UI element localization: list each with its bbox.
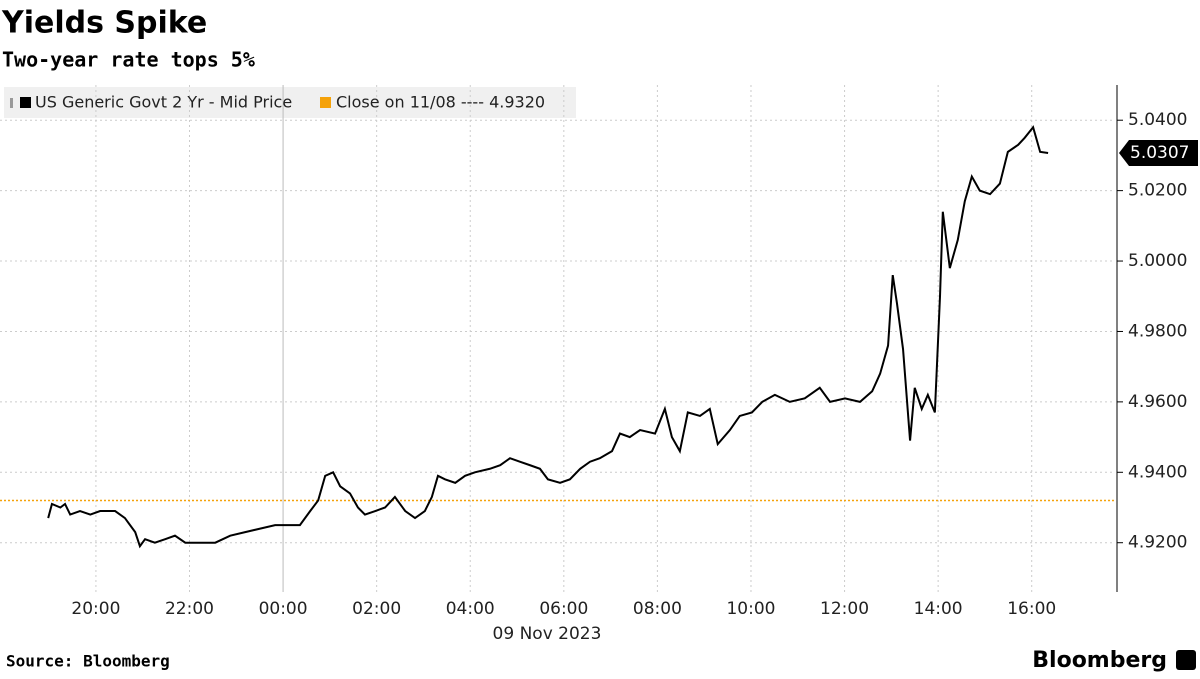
legend-label: Close on 11/08 ---- 4.9320	[336, 93, 545, 112]
x-tick-label: 12:00	[820, 599, 869, 619]
x-tick-label: 04:00	[446, 599, 495, 619]
last-value-label: 5.0307	[1130, 143, 1189, 163]
y-tick-label: 5.0000	[1128, 251, 1187, 271]
source: Source: Bloomberg	[6, 652, 170, 671]
y-tick-label: 4.9600	[1128, 392, 1187, 412]
series-line	[47, 125, 1049, 549]
legend-swatch	[20, 97, 31, 108]
y-tick-label: 5.0200	[1128, 181, 1187, 201]
legend-swatch	[10, 98, 13, 108]
chart-title: Yields Spike	[1, 6, 207, 41]
x-tick-label: 06:00	[539, 599, 588, 619]
x-axis-label: 09 Nov 2023	[493, 624, 602, 644]
brand-icon	[1176, 650, 1196, 670]
y-tick-label: 4.9400	[1128, 462, 1187, 482]
x-tick-label: 16:00	[1007, 599, 1056, 619]
x-tick-label: 02:00	[352, 599, 401, 619]
y-tick-label: 5.0400	[1128, 110, 1187, 130]
x-tick-label: 14:00	[914, 599, 963, 619]
x-tick-label: 08:00	[633, 599, 682, 619]
legend-box	[4, 87, 576, 118]
chart-subtitle: Two-year rate tops 5%	[2, 48, 255, 72]
legend-swatch	[320, 97, 331, 108]
y-tick-label: 4.9800	[1128, 321, 1187, 341]
x-tick-label: 20:00	[71, 599, 120, 619]
brand: Bloomberg	[1032, 648, 1167, 673]
legend-label: US Generic Govt 2 Yr - Mid Price	[35, 93, 292, 112]
last-value-badge	[1119, 139, 1198, 166]
x-tick-label: 22:00	[165, 599, 214, 619]
y-tick-label: 4.9200	[1128, 533, 1187, 553]
x-tick-label: 10:00	[726, 599, 775, 619]
x-tick-label: 00:00	[259, 599, 308, 619]
